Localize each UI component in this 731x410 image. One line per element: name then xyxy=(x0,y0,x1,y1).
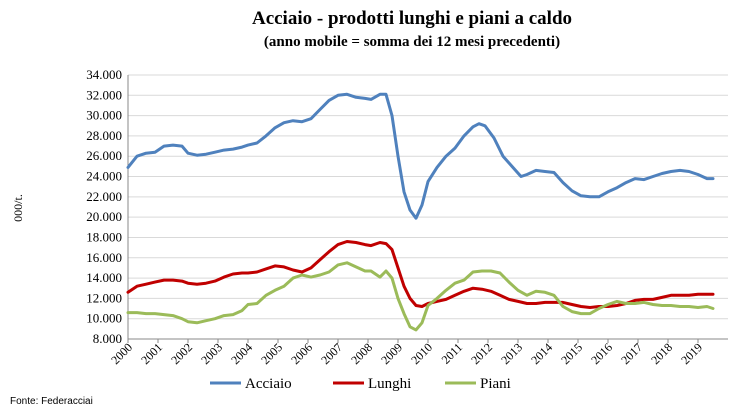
legend-label: Acciaio xyxy=(245,376,292,392)
legend: Acciaio Lunghi Piani xyxy=(210,376,511,392)
x-tick-label: 2011 xyxy=(439,340,466,367)
x-tick-label: 2014 xyxy=(528,340,555,367)
x-tick-label: 2016 xyxy=(588,340,615,367)
y-tick-label: 22.000 xyxy=(86,189,122,204)
y-tick-label: 32.000 xyxy=(86,87,122,102)
chart-subtitle: (anno mobile = somma dei 12 mesi precede… xyxy=(264,34,560,50)
x-tick-label: 2002 xyxy=(168,340,195,367)
x-tick-label: 2019 xyxy=(678,340,705,367)
y-tick-label: 28.000 xyxy=(86,128,122,143)
x-tick-label: 2012 xyxy=(468,340,495,367)
x-tick-label: 2005 xyxy=(258,340,285,367)
y-tick-label: 14.000 xyxy=(86,270,122,285)
x-tick-label: 2006 xyxy=(288,340,315,367)
y-tick-label: 26.000 xyxy=(86,148,122,163)
x-tick-label: 2015 xyxy=(558,340,585,367)
x-tick-label: 2007 xyxy=(318,340,345,367)
x-tick-label: 2001 xyxy=(138,340,165,367)
x-tick-label: 2013 xyxy=(498,340,525,367)
x-tick-label: 2009 xyxy=(378,340,405,367)
x-tick-label: 2004 xyxy=(228,340,255,367)
series-line-lunghi xyxy=(126,240,715,309)
y-tick-label: 30.000 xyxy=(86,108,122,123)
y-axis-label: 000/t. xyxy=(11,194,25,222)
y-tick-label: 8.000 xyxy=(93,331,122,346)
y-axis-ticks: 8.000 10.000 12.000 14.000 16.000 18.000 20.00… xyxy=(86,67,122,346)
y-tick-label: 10.000 xyxy=(86,311,122,326)
grid-lines xyxy=(127,74,728,340)
legend-label: Piani xyxy=(480,376,511,392)
x-tick-label: 2003 xyxy=(198,340,225,367)
series-lines xyxy=(126,92,715,332)
y-tick-label: 18.000 xyxy=(86,229,122,244)
source-note: Fonte: Federacciai xyxy=(10,396,93,407)
legend-label: Lunghi xyxy=(368,376,411,392)
y-tick-label: 12.000 xyxy=(86,290,122,305)
x-axis-ticks: 2000 2001 2002 2003 2004 2005 2006 2007 2008 2009… xyxy=(108,339,705,367)
chart-title: Acciaio - prodotti lunghi e piani a cald… xyxy=(252,8,572,29)
y-tick-label: 16.000 xyxy=(86,250,122,265)
x-tick-label: 2010 xyxy=(408,340,435,367)
x-tick-label: 2018 xyxy=(648,340,675,367)
x-tick-label: 2008 xyxy=(348,340,375,367)
y-tick-label: 24.000 xyxy=(86,169,122,184)
y-tick-label: 34.000 xyxy=(86,67,122,82)
x-tick-label: 2017 xyxy=(618,340,645,367)
y-tick-label: 20.000 xyxy=(86,209,122,224)
series-line-piani xyxy=(126,261,715,332)
series-line-acciaio xyxy=(126,92,715,220)
